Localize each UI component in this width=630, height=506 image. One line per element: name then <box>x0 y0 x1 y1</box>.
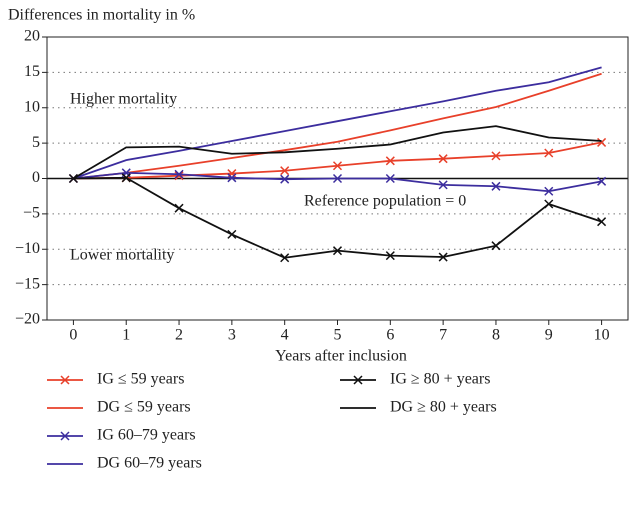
x-tick-label: 10 <box>594 327 610 344</box>
marker <box>385 156 395 166</box>
x-tick-label: 7 <box>439 327 447 344</box>
series-line <box>73 171 602 193</box>
marker <box>332 161 343 171</box>
marker <box>332 246 343 256</box>
marker <box>385 251 395 261</box>
series-line <box>73 66 602 180</box>
legend-label: IG ≥ 80 + years <box>390 371 490 388</box>
marker <box>544 148 554 158</box>
x-tick-label: 4 <box>281 327 289 344</box>
x-tick-label: 5 <box>334 327 342 344</box>
annotation: Lower mortality <box>70 247 174 264</box>
chart-title: Differences in mortality in % <box>8 7 195 24</box>
marker <box>491 181 501 191</box>
marker <box>353 375 363 385</box>
y-tick-label: −15 <box>15 275 40 292</box>
y-tick-label: −10 <box>15 240 40 257</box>
marker <box>597 137 607 147</box>
series-line <box>72 125 602 180</box>
y-tick-label: −20 <box>15 311 40 328</box>
marker <box>280 174 290 184</box>
marker <box>280 166 290 176</box>
marker <box>174 203 184 213</box>
marker <box>227 169 237 179</box>
marker <box>544 186 554 196</box>
y-tick-label: 10 <box>24 98 40 115</box>
marker <box>491 151 501 161</box>
x-tick-label: 1 <box>122 327 130 344</box>
annotation: Reference population = 0 <box>304 193 466 210</box>
y-tick-label: 20 <box>24 28 40 45</box>
y-tick-label: 5 <box>32 134 40 151</box>
marker <box>60 431 70 441</box>
marker <box>438 154 448 164</box>
marker <box>544 199 554 209</box>
y-tick-label: 0 <box>32 169 40 186</box>
marker <box>174 169 184 179</box>
y-tick-label: −5 <box>23 205 40 222</box>
marker <box>385 173 395 184</box>
x-tick-label: 3 <box>228 327 236 344</box>
series-line <box>73 72 602 180</box>
y-tick-label: 15 <box>24 63 40 80</box>
legend-label: DG 60–79 years <box>97 455 202 472</box>
marker <box>227 173 237 183</box>
legend-label: IG ≤ 59 years <box>97 371 184 388</box>
x-tick-label: 9 <box>545 327 553 344</box>
x-tick-label: 8 <box>492 327 500 344</box>
x-tick-label: 6 <box>386 327 394 344</box>
plot-frame <box>46 36 629 321</box>
x-axis-label: Years after inclusion <box>275 348 407 365</box>
marker <box>280 253 290 263</box>
marker <box>597 176 607 186</box>
legend-label: DG ≥ 80 + years <box>390 399 497 416</box>
marker <box>491 241 501 251</box>
marker <box>60 375 70 385</box>
marker <box>227 229 237 239</box>
x-tick-label: 2 <box>175 327 183 344</box>
marker <box>597 217 607 227</box>
marker <box>121 173 131 183</box>
annotation: Higher mortality <box>70 91 177 108</box>
marker <box>438 180 448 190</box>
x-tick-label: 0 <box>69 327 77 344</box>
marker <box>332 173 343 184</box>
marker <box>174 171 184 181</box>
legend-label: DG ≤ 59 years <box>97 399 191 416</box>
marker <box>438 252 448 262</box>
legend-label: IG 60–79 years <box>97 427 196 444</box>
